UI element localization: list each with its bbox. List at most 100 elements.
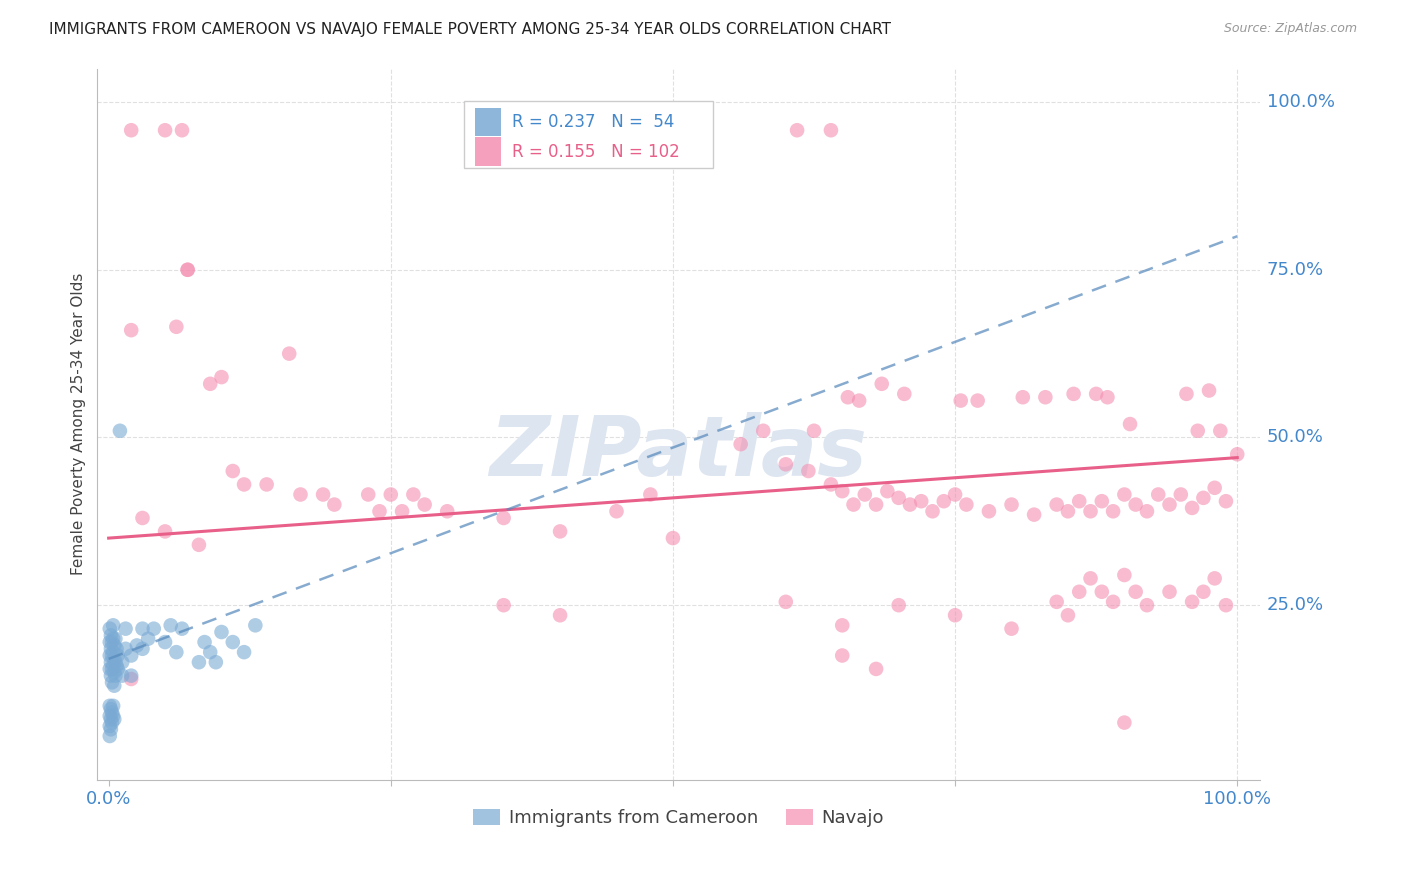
Point (1175, 387, 1198, 401)
Point (1226, 447, 1249, 461)
Point (1080, 571, 1102, 585)
Point (1097, 390, 1119, 404)
Point (98, 622, 121, 636)
Point (98, 729, 121, 743)
Point (278, 346, 301, 360)
Point (200, 645, 222, 659)
Point (176, 262, 198, 277)
Point (107, 648, 129, 663)
Point (966, 393, 988, 408)
Point (492, 598, 515, 612)
Point (865, 662, 887, 676)
Point (120, 672, 142, 686)
Point (887, 598, 910, 612)
Point (233, 645, 256, 659)
Point (1000, 498, 1022, 512)
Point (125, 639, 148, 653)
Legend: Immigrants from Cameroon, Navajo: Immigrants from Cameroon, Navajo (465, 802, 891, 835)
Point (100, 723, 122, 737)
Point (101, 675, 124, 690)
Point (1102, 595, 1125, 609)
Point (131, 511, 153, 525)
Point (526, 123, 548, 137)
Point (103, 712, 125, 726)
Point (943, 487, 966, 501)
Point (391, 504, 413, 518)
Point (1069, 584, 1091, 599)
Point (1057, 608, 1080, 623)
Text: 100.0%: 100.0% (1267, 93, 1334, 112)
Point (153, 524, 176, 539)
Point (1046, 498, 1069, 512)
Point (111, 668, 134, 682)
Text: R = 0.237   N =  54: R = 0.237 N = 54 (512, 113, 675, 131)
Point (120, 648, 142, 663)
Point (1215, 494, 1237, 508)
Point (1022, 508, 1045, 522)
Point (101, 648, 124, 663)
Point (831, 484, 853, 499)
Point (98, 662, 121, 676)
Point (114, 641, 136, 656)
Point (492, 511, 515, 525)
Point (887, 491, 910, 505)
Point (193, 635, 215, 649)
Point (142, 622, 165, 636)
Point (103, 639, 125, 653)
Point (101, 698, 124, 713)
Point (98, 635, 121, 649)
Point (436, 504, 458, 518)
Point (752, 424, 775, 438)
Point (101, 645, 124, 659)
Bar (475, 137, 501, 166)
Point (165, 319, 187, 334)
Point (165, 645, 187, 659)
Point (98, 719, 121, 733)
Point (105, 641, 128, 656)
Point (101, 706, 124, 720)
Point (848, 393, 870, 408)
Point (1069, 494, 1091, 508)
Point (548, 608, 571, 623)
Point (357, 487, 380, 501)
Point (114, 622, 136, 636)
Point (131, 622, 153, 636)
Point (120, 323, 142, 337)
Point (820, 477, 842, 491)
Point (98, 709, 121, 723)
Point (131, 641, 153, 656)
Point (153, 123, 176, 137)
Point (136, 632, 159, 646)
Point (103, 652, 125, 666)
Point (1114, 568, 1136, 582)
Point (380, 487, 402, 501)
Point (101, 618, 124, 632)
Point (1057, 504, 1080, 518)
Point (1170, 487, 1192, 501)
Point (159, 618, 181, 632)
Point (786, 123, 808, 137)
Point (101, 709, 124, 723)
Point (1204, 571, 1226, 585)
Point (104, 632, 127, 646)
Point (187, 538, 209, 552)
Bar (475, 108, 501, 136)
Point (104, 655, 127, 669)
Point (211, 625, 233, 640)
Point (831, 618, 853, 632)
Point (1114, 715, 1136, 730)
Point (368, 504, 391, 518)
Point (853, 487, 876, 501)
Point (1159, 498, 1181, 512)
Point (100, 628, 122, 642)
Point (1000, 622, 1022, 636)
Point (100, 641, 122, 656)
Point (943, 608, 966, 623)
Text: Source: ZipAtlas.com: Source: ZipAtlas.com (1223, 22, 1357, 36)
Point (290, 487, 312, 501)
Point (955, 498, 977, 512)
Point (402, 487, 425, 501)
Point (730, 437, 752, 451)
Point (1147, 487, 1170, 501)
Point (98, 698, 121, 713)
